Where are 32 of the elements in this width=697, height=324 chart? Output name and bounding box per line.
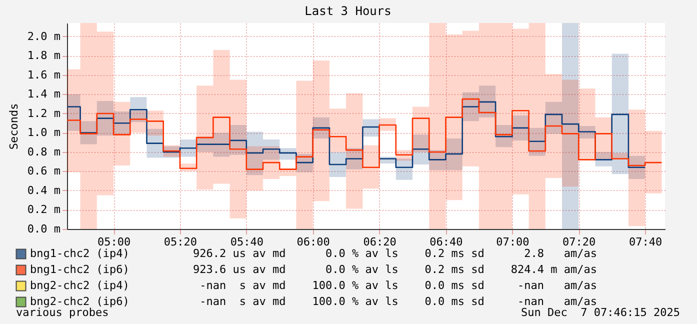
text: -nan s av md 100.0 % av ls 0.0 ms sd -nan am/as bbox=[200, 295, 597, 308]
x-tick-label: 06:40 bbox=[430, 236, 463, 248]
y-tick-label: 0.8 m bbox=[27, 145, 61, 158]
text: various probes bbox=[16, 306, 109, 319]
y-tick-label: 0.0 m bbox=[27, 222, 61, 236]
legend-label: bng1-chc2 (ip4) bbox=[30, 247, 130, 260]
x-tick-label: 06:20 bbox=[363, 236, 396, 248]
text: -nan s av md 100.0 % av ls 0.0 ms sd -nan am/as bbox=[200, 279, 597, 292]
y-tick-label: 0.6 m bbox=[27, 164, 61, 178]
legend-label: bng2-chc2 (ip4) bbox=[30, 279, 130, 292]
y-tick-label: 1.4 m bbox=[27, 88, 61, 101]
x-tick-label: 05:00 bbox=[97, 236, 131, 248]
y-tick-label: 0.2 m bbox=[27, 203, 61, 216]
text: 926.2 us av md 0.0 % av ls 0.2 ms sd 2.8 am/as bbox=[193, 247, 597, 260]
y-tick-label: 0.4 m bbox=[27, 184, 61, 197]
text: Sun Dec 7 07:46:15 2025 bbox=[521, 306, 680, 319]
x-tick-label: 05:40 bbox=[230, 236, 264, 248]
y-tick-label: 1.2 m bbox=[27, 106, 61, 120]
y-axis-title: Seconds bbox=[7, 103, 20, 150]
x-tick-label: 07:00 bbox=[496, 236, 530, 248]
x-tick-label: 07:40 bbox=[629, 236, 662, 248]
y-tick-label: 1.0 m bbox=[27, 126, 61, 140]
y-tick-label: 1.8 m bbox=[27, 49, 61, 62]
x-tick-label: 05:20 bbox=[164, 236, 198, 248]
legend-label: bng2-chc2 (ip6) bbox=[30, 295, 130, 308]
chart-title: Last 3 Hours bbox=[304, 4, 392, 18]
text: 923.6 us av md 0.0 % av ls 0.2 ms sd 824.4 m am/as bbox=[193, 263, 597, 276]
x-tick-label: 06:00 bbox=[296, 236, 330, 248]
x-tick-label: 07:20 bbox=[562, 236, 596, 248]
y-tick-label: 1.6 m bbox=[27, 68, 61, 82]
y-tick-label: 2.0 m bbox=[27, 30, 61, 43]
legend-label: bng1-chc2 (ip6) bbox=[30, 263, 130, 276]
